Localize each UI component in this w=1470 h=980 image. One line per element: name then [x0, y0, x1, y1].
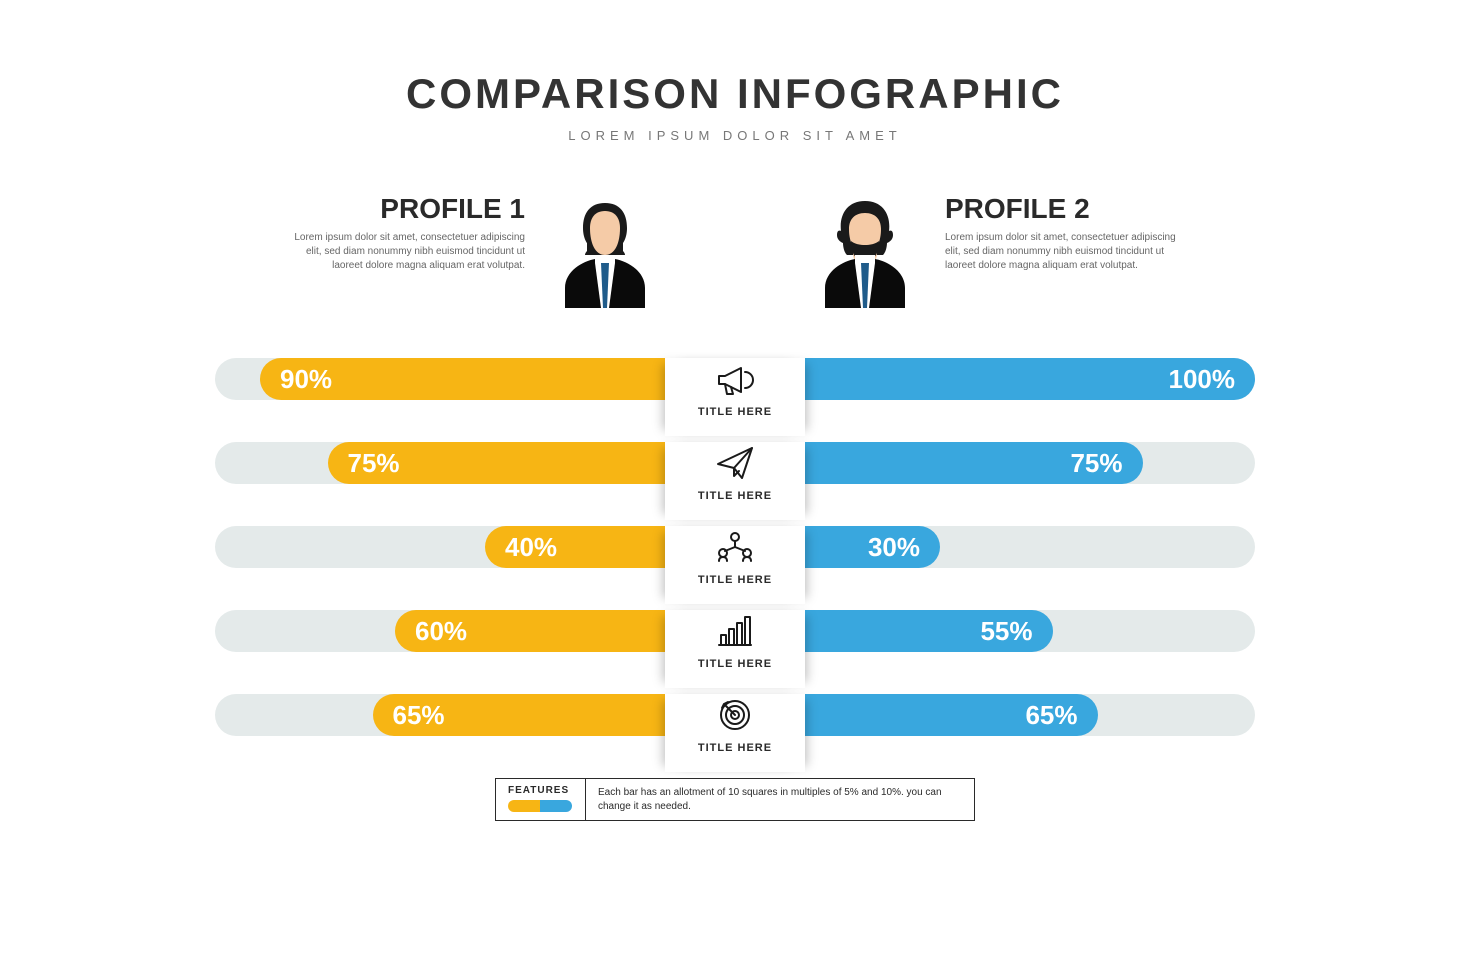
- right-bar-value: 100%: [1169, 364, 1236, 395]
- right-bar-fill: 65%: [805, 694, 1098, 736]
- people-icon: [713, 526, 757, 568]
- profile-1-label: PROFILE 1: [285, 193, 525, 225]
- profile-2-label: PROFILE 2: [945, 193, 1185, 225]
- category-center: TITLE HERE: [665, 358, 805, 436]
- target-icon: [716, 694, 754, 736]
- left-bar-track: 40%: [215, 526, 665, 568]
- comparison-row: 40%TITLE HERE30%: [215, 526, 1255, 568]
- profile-2: PROFILE 2 Lorem ipsum dolor sit amet, co…: [805, 193, 1185, 308]
- right-bar-value: 30%: [868, 532, 920, 563]
- legend-note: Each bar has an allotment of 10 squares …: [586, 779, 974, 820]
- barchart-icon: [715, 610, 755, 652]
- category-center: TITLE HERE: [665, 442, 805, 520]
- profile-2-text: PROFILE 2 Lorem ipsum dolor sit amet, co…: [945, 193, 1185, 273]
- legend-pills: [508, 800, 573, 812]
- right-bar-fill: 100%: [805, 358, 1255, 400]
- category-label: TITLE HERE: [698, 658, 772, 670]
- comparison-row: 75%TITLE HERE75%: [215, 442, 1255, 484]
- profile-1-text: PROFILE 1 Lorem ipsum dolor sit amet, co…: [285, 193, 525, 273]
- left-bar-track: 75%: [215, 442, 665, 484]
- left-bar-fill: 90%: [260, 358, 665, 400]
- comparison-row: 90%TITLE HERE100%: [215, 358, 1255, 400]
- legend-left: FEATURES: [496, 779, 586, 820]
- right-bar-track: 30%: [805, 526, 1255, 568]
- legend-pill: [524, 800, 540, 812]
- left-bar-track: 60%: [215, 610, 665, 652]
- right-bar-value: 65%: [1025, 700, 1077, 731]
- subtitle: LOREM IPSUM DOLOR SIT AMET: [0, 128, 1470, 143]
- comparison-row: 65%TITLE HERE65%: [215, 694, 1255, 736]
- left-bar-value: 75%: [348, 448, 400, 479]
- right-bar-value: 75%: [1070, 448, 1122, 479]
- right-bar-fill: 55%: [805, 610, 1053, 652]
- profile-1-desc: Lorem ipsum dolor sit amet, consectetuer…: [285, 231, 525, 273]
- legend-pill: [508, 800, 524, 812]
- right-bar-value: 55%: [980, 616, 1032, 647]
- paperplane-icon: [714, 442, 756, 484]
- left-bar-fill: 75%: [328, 442, 666, 484]
- left-bar-fill: 65%: [373, 694, 666, 736]
- megaphone-icon: [713, 358, 757, 400]
- category-label: TITLE HERE: [698, 574, 772, 586]
- left-bar-value: 40%: [505, 532, 557, 563]
- left-bar-fill: 40%: [485, 526, 665, 568]
- legend-title: FEATURES: [508, 785, 573, 796]
- right-bar-track: 65%: [805, 694, 1255, 736]
- legend-pill: [556, 800, 572, 812]
- main-title: COMPARISON INFOGRAPHIC: [0, 70, 1470, 118]
- left-bar-value: 60%: [415, 616, 467, 647]
- left-bar-fill: 60%: [395, 610, 665, 652]
- infographic-root: COMPARISON INFOGRAPHIC LOREM IPSUM DOLOR…: [0, 70, 1470, 821]
- right-bar-track: 100%: [805, 358, 1255, 400]
- profiles-row: PROFILE 1 Lorem ipsum dolor sit amet, co…: [0, 193, 1470, 308]
- left-bar-track: 90%: [215, 358, 665, 400]
- profile-2-desc: Lorem ipsum dolor sit amet, consectetuer…: [945, 231, 1185, 273]
- bars-section: 90%TITLE HERE100%75%TITLE HERE75%40%TITL…: [215, 358, 1255, 736]
- avatar-1-icon: [545, 193, 665, 308]
- legend-pill: [540, 800, 556, 812]
- right-bar-fill: 75%: [805, 442, 1143, 484]
- header: COMPARISON INFOGRAPHIC LOREM IPSUM DOLOR…: [0, 70, 1470, 143]
- category-center: TITLE HERE: [665, 526, 805, 604]
- left-bar-value: 90%: [280, 364, 332, 395]
- comparison-row: 60%TITLE HERE55%: [215, 610, 1255, 652]
- category-center: TITLE HERE: [665, 694, 805, 772]
- profile-1: PROFILE 1 Lorem ipsum dolor sit amet, co…: [285, 193, 665, 308]
- category-center: TITLE HERE: [665, 610, 805, 688]
- category-label: TITLE HERE: [698, 406, 772, 418]
- left-bar-track: 65%: [215, 694, 665, 736]
- right-bar-track: 55%: [805, 610, 1255, 652]
- category-label: TITLE HERE: [698, 490, 772, 502]
- right-bar-fill: 30%: [805, 526, 940, 568]
- category-label: TITLE HERE: [698, 742, 772, 754]
- legend-box: FEATURES Each bar has an allotment of 10…: [495, 778, 975, 821]
- avatar-2-icon: [805, 193, 925, 308]
- right-bar-track: 75%: [805, 442, 1255, 484]
- left-bar-value: 65%: [393, 700, 445, 731]
